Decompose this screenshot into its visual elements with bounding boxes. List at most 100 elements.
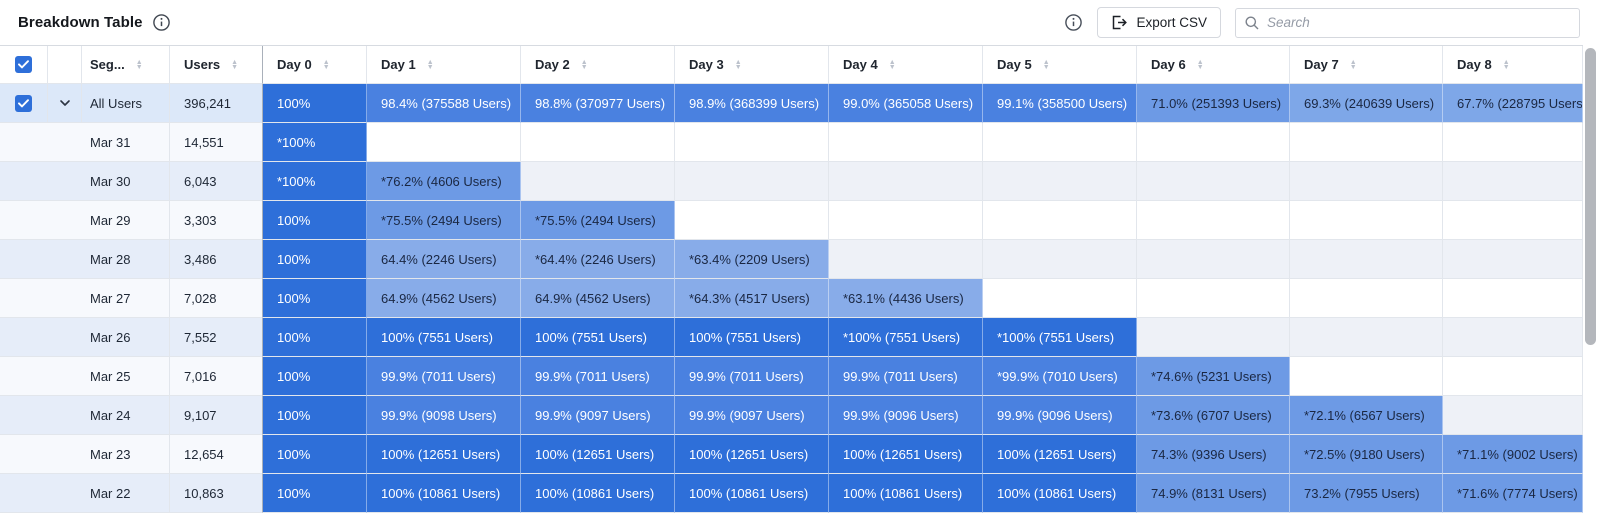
sort-icon[interactable]: ▲ ▼ <box>231 58 239 71</box>
day-cell[interactable]: *63.1% (4436 Users) <box>829 279 983 318</box>
day-cell[interactable]: *63.4% (2209 Users) <box>675 240 829 279</box>
day-cell[interactable]: 73.2% (7955 Users) <box>1290 474 1443 513</box>
breakdown-table: Seg... ▲ ▼ Users ▲ ▼ Day 0 ▲ ▼ Day 1 ▲ ▼ Day 2 ▲ ▼ Day … <box>0 45 1583 513</box>
day-cell[interactable]: 71.0% (251393 Users) <box>1137 84 1290 123</box>
day-cell[interactable]: *72.5% (9180 Users) <box>1290 435 1443 474</box>
day-cell[interactable]: *64.4% (2246 Users) <box>521 240 675 279</box>
day-cell[interactable]: *100% <box>263 162 367 201</box>
sort-icon[interactable]: ▲ ▼ <box>734 58 742 71</box>
day-cell[interactable]: 100% (7551 Users) <box>521 318 675 357</box>
search-input[interactable] <box>1235 7 1580 38</box>
day-cell[interactable]: *73.6% (6707 Users) <box>1137 396 1290 435</box>
day-cell[interactable]: 64.9% (4562 Users) <box>521 279 675 318</box>
day-cell[interactable]: 100% <box>263 435 367 474</box>
sort-icon[interactable]: ▲ ▼ <box>426 58 434 71</box>
day-cell[interactable]: 99.9% (9097 Users) <box>521 396 675 435</box>
sort-icon[interactable]: ▲ ▼ <box>1502 58 1510 71</box>
vertical-scrollbar-thumb[interactable] <box>1585 48 1596 345</box>
day-cell[interactable]: *76.2% (4606 Users) <box>367 162 521 201</box>
day-cell[interactable]: 100% (10861 Users) <box>829 474 983 513</box>
day-cell[interactable]: 100% (12651 Users) <box>829 435 983 474</box>
day-cell[interactable]: 74.3% (9396 Users) <box>1137 435 1290 474</box>
day-cell[interactable]: *72.1% (6567 Users) <box>1290 396 1443 435</box>
users-cell: 10,863 <box>170 474 263 513</box>
checkbox-checked[interactable] <box>15 94 32 112</box>
day-cell[interactable]: 74.9% (8131 Users) <box>1137 474 1290 513</box>
column-header-day-7[interactable]: Day 7 ▲ ▼ <box>1290 46 1443 84</box>
sort-icon[interactable]: ▲ ▼ <box>1042 58 1050 71</box>
day-cell[interactable]: 99.9% (9096 Users) <box>983 396 1137 435</box>
day-cell[interactable]: 99.9% (7011 Users) <box>829 357 983 396</box>
sort-icon[interactable]: ▲ ▼ <box>135 58 143 71</box>
day-cell[interactable]: 64.4% (2246 Users) <box>367 240 521 279</box>
column-header-day-3[interactable]: Day 3 ▲ ▼ <box>675 46 829 84</box>
day-cell[interactable]: 100% (7551 Users) <box>675 318 829 357</box>
day-cell[interactable]: *75.5% (2494 Users) <box>367 201 521 240</box>
day-cell[interactable]: 100% <box>263 84 367 123</box>
day-cell-empty <box>1290 240 1443 279</box>
day-cell[interactable]: 100% (10861 Users) <box>521 474 675 513</box>
day-cell[interactable]: *71.1% (9002 Users) <box>1443 435 1583 474</box>
day-cell[interactable]: 100% <box>263 474 367 513</box>
info-icon[interactable] <box>152 13 171 32</box>
column-header-segment[interactable]: Seg... ▲ ▼ <box>82 46 170 84</box>
day-cell[interactable]: *71.6% (7774 Users) <box>1443 474 1583 513</box>
column-header-day-0[interactable]: Day 0 ▲ ▼ <box>263 46 367 84</box>
day-cell[interactable]: 99.0% (365058 Users) <box>829 84 983 123</box>
day-cell[interactable]: 100% <box>263 279 367 318</box>
day-cell[interactable]: 99.9% (7011 Users) <box>675 357 829 396</box>
day-cell[interactable]: 100% <box>263 357 367 396</box>
column-header-day-5[interactable]: Day 5 ▲ ▼ <box>983 46 1137 84</box>
day-cell[interactable]: 69.3% (240639 Users) <box>1290 84 1443 123</box>
day-cell[interactable]: 100% (12651 Users) <box>983 435 1137 474</box>
day-cell[interactable]: 100% (12651 Users) <box>521 435 675 474</box>
export-csv-button[interactable]: Export CSV <box>1097 7 1221 38</box>
day-cell[interactable]: 100% (10861 Users) <box>675 474 829 513</box>
sort-icon[interactable]: ▲ ▼ <box>1196 58 1204 71</box>
day-cell[interactable]: *100% (7551 Users) <box>829 318 983 357</box>
row-checkbox-cell <box>0 201 48 240</box>
sort-icon[interactable]: ▲ ▼ <box>888 58 896 71</box>
column-header-day-8[interactable]: Day 8 ▲ ▼ <box>1443 46 1583 84</box>
day-cell[interactable]: 67.7% (228795 Users) <box>1443 84 1583 123</box>
day-cell[interactable]: 99.9% (9096 Users) <box>829 396 983 435</box>
day-cell[interactable]: *99.9% (7010 Users) <box>983 357 1137 396</box>
sort-icon[interactable]: ▲ ▼ <box>322 58 330 71</box>
day-cell[interactable]: 64.9% (4562 Users) <box>367 279 521 318</box>
day-cell[interactable]: 100% (10861 Users) <box>367 474 521 513</box>
day-cell[interactable]: *64.3% (4517 Users) <box>675 279 829 318</box>
day-cell[interactable]: 99.9% (9098 Users) <box>367 396 521 435</box>
day-cell[interactable]: 100% (12651 Users) <box>367 435 521 474</box>
day-cell[interactable]: *75.5% (2494 Users) <box>521 201 675 240</box>
table-info-icon[interactable] <box>1064 13 1083 32</box>
day-cell[interactable]: 98.4% (375588 Users) <box>367 84 521 123</box>
column-header-day-4[interactable]: Day 4 ▲ ▼ <box>829 46 983 84</box>
row-expander-cell[interactable] <box>48 84 82 123</box>
sort-icon[interactable]: ▲ ▼ <box>1349 58 1357 71</box>
column-header-day-2[interactable]: Day 2 ▲ ▼ <box>521 46 675 84</box>
users-cell: 6,043 <box>170 162 263 201</box>
day-cell[interactable]: 100% <box>263 396 367 435</box>
day-cell[interactable]: 100% (7551 Users) <box>367 318 521 357</box>
day-cell[interactable]: 99.1% (358500 Users) <box>983 84 1137 123</box>
day-cell[interactable]: *100% <box>263 123 367 162</box>
day-cell[interactable]: 100% <box>263 201 367 240</box>
column-header-day-6[interactable]: Day 6 ▲ ▼ <box>1137 46 1290 84</box>
checkbox-checked[interactable] <box>15 56 32 73</box>
day-cell[interactable]: 100% <box>263 240 367 279</box>
column-header-day-1[interactable]: Day 1 ▲ ▼ <box>367 46 521 84</box>
day-cell[interactable]: 98.9% (368399 Users) <box>675 84 829 123</box>
day-cell[interactable]: 100% <box>263 318 367 357</box>
day-cell[interactable]: *100% (7551 Users) <box>983 318 1137 357</box>
day-cell[interactable]: *74.6% (5231 Users) <box>1137 357 1290 396</box>
day-cell[interactable]: 99.9% (9097 Users) <box>675 396 829 435</box>
day-cell[interactable]: 99.9% (7011 Users) <box>521 357 675 396</box>
day-cell[interactable]: 98.8% (370977 Users) <box>521 84 675 123</box>
row-checkbox-cell[interactable] <box>0 84 48 123</box>
day-cell[interactable]: 99.9% (7011 Users) <box>367 357 521 396</box>
day-cell[interactable]: 100% (10861 Users) <box>983 474 1137 513</box>
column-header-users[interactable]: Users ▲ ▼ <box>170 46 263 84</box>
day-cell[interactable]: 100% (12651 Users) <box>675 435 829 474</box>
chevron-down-icon[interactable] <box>58 96 72 110</box>
sort-icon[interactable]: ▲ ▼ <box>580 58 588 71</box>
